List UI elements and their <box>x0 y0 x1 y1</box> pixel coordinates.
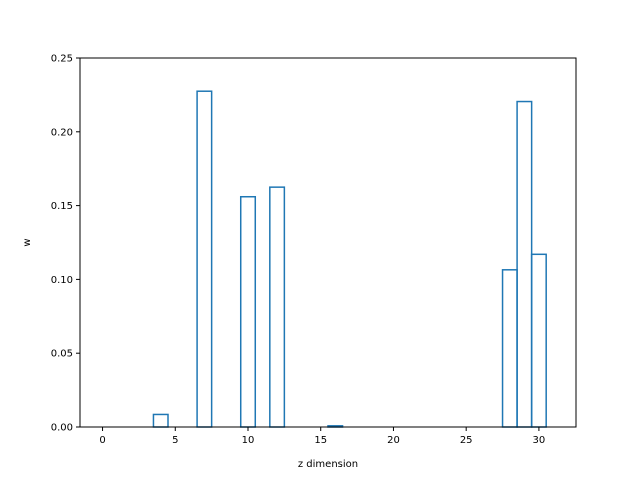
x-tick-label: 25 <box>460 435 473 446</box>
y-tick-label: 0.05 <box>51 349 73 360</box>
y-tick-label: 0.10 <box>51 275 73 286</box>
bar <box>530 253 547 428</box>
y-axis-label: w <box>22 238 33 246</box>
y-tick-label: 0.15 <box>51 201 73 212</box>
bar <box>501 269 518 428</box>
x-axis-label: z dimension <box>298 459 358 470</box>
x-tick-label: 0 <box>99 435 105 446</box>
x-tick-label: 20 <box>387 435 400 446</box>
x-tick-label: 15 <box>314 435 327 446</box>
x-tick-label: 5 <box>172 435 178 446</box>
x-tick-label: 10 <box>242 435 255 446</box>
y-tick-label: 0.00 <box>51 423 73 434</box>
bar <box>516 100 533 428</box>
x-axis: 0 5 10 15 20 25 30 <box>99 427 545 446</box>
bar <box>196 90 213 428</box>
plot-frame <box>79 57 577 428</box>
bar <box>152 413 169 428</box>
y-tick-label: 0.25 <box>51 54 73 65</box>
histogram-marks <box>152 90 547 428</box>
x-tick-label: 30 <box>533 435 546 446</box>
bar <box>239 195 257 428</box>
y-tick-label: 0.20 <box>51 127 73 138</box>
bar <box>269 186 286 428</box>
y-axis: 0.00 0.05 0.10 0.15 0.20 0.25 <box>51 54 80 434</box>
